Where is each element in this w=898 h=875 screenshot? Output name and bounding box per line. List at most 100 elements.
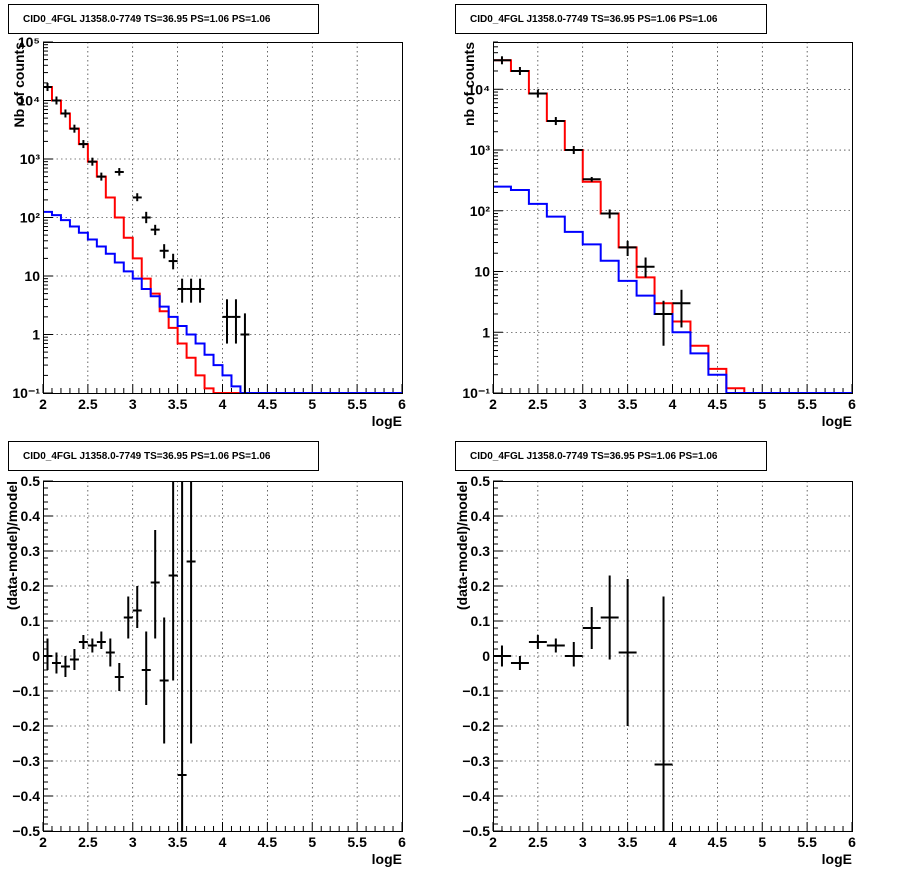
x-tick-label: 2.5 bbox=[78, 834, 98, 850]
data-point bbox=[96, 631, 106, 649]
y-tick-label: 0.2 bbox=[21, 578, 41, 594]
chart-panel-1: CID0_4FGL J1358.0-7749 TS=36.95 PS=1.06 … bbox=[8, 4, 406, 429]
x-tick-label: 5 bbox=[308, 834, 316, 850]
data-point bbox=[132, 193, 142, 202]
x-tick-label: 4 bbox=[219, 834, 227, 850]
x-tick-label: 6 bbox=[398, 396, 406, 412]
data-point bbox=[168, 253, 178, 270]
data-point bbox=[510, 656, 529, 670]
x-tick-label: 4.5 bbox=[258, 834, 278, 850]
data-point bbox=[600, 209, 619, 219]
data-point bbox=[582, 176, 601, 182]
data-point bbox=[114, 168, 124, 176]
y-tick-label: 10 bbox=[474, 264, 490, 280]
data-point bbox=[582, 607, 601, 649]
data-point bbox=[546, 117, 565, 126]
chart-panel-2: CID0_4FGL J1358.0-7749 TS=36.95 PS=1.06 … bbox=[455, 4, 856, 429]
x-tick-label: 2 bbox=[39, 834, 47, 850]
y-tick-label: 0.3 bbox=[471, 543, 491, 559]
series-group bbox=[43, 83, 402, 394]
data-point bbox=[159, 244, 169, 259]
y-axis-label: (data-model)/model bbox=[454, 481, 470, 610]
y-tick-label: 10² bbox=[20, 210, 41, 226]
data-point bbox=[510, 66, 529, 75]
x-tick-label: 2.5 bbox=[528, 396, 548, 412]
data-point bbox=[51, 96, 61, 105]
x-tick-label: 6 bbox=[848, 834, 856, 850]
chart-title: CID0_4FGL J1358.0-7749 TS=36.95 PS=1.06 … bbox=[470, 451, 718, 462]
data-point bbox=[240, 313, 250, 393]
y-tick-label: 10² bbox=[470, 203, 491, 219]
x-tick-label: 3 bbox=[129, 396, 137, 412]
data-point bbox=[60, 109, 70, 118]
x-tick-label: 5.5 bbox=[797, 834, 817, 850]
x-tick-label: 5 bbox=[758, 834, 766, 850]
data-point bbox=[672, 289, 691, 328]
y-tick-label: 0.5 bbox=[21, 473, 41, 489]
x-tick-label: 3.5 bbox=[618, 834, 638, 850]
data-point bbox=[78, 140, 88, 149]
y-tick-label: −0.2 bbox=[12, 718, 40, 734]
data-point bbox=[114, 663, 124, 691]
x-tick-label: 4 bbox=[669, 396, 677, 412]
y-tick-label: −0.1 bbox=[462, 683, 490, 699]
y-tick-label: −0.4 bbox=[12, 788, 40, 804]
x-tick-label: 6 bbox=[398, 834, 406, 850]
chart-title: CID0_4FGL J1358.0-7749 TS=36.95 PS=1.06 … bbox=[23, 451, 271, 462]
x-tick-label: 2 bbox=[489, 396, 497, 412]
data-point bbox=[564, 146, 583, 155]
x-tick-label: 2 bbox=[489, 834, 497, 850]
data-point bbox=[150, 224, 160, 236]
x-tick-label: 6 bbox=[848, 396, 856, 412]
y-tick-label: 0 bbox=[482, 648, 490, 664]
y-tick-label: −0.5 bbox=[12, 823, 40, 839]
data-point bbox=[87, 638, 97, 653]
x-tick-label: 3 bbox=[579, 834, 587, 850]
x-axis-label: logE bbox=[822, 413, 852, 429]
data-point bbox=[141, 211, 151, 224]
y-axis-label: Nb of counts bbox=[11, 42, 27, 128]
y-tick-label: 0.4 bbox=[471, 508, 491, 524]
y-tick-label: 1 bbox=[32, 327, 40, 343]
data-point bbox=[493, 56, 511, 65]
series-group bbox=[493, 56, 852, 394]
y-tick-label: 0.1 bbox=[21, 613, 41, 629]
x-tick-label: 4.5 bbox=[708, 834, 728, 850]
y-tick-label: −0.1 bbox=[12, 683, 40, 699]
y-tick-label: 0.3 bbox=[21, 543, 41, 559]
x-axis-label: logE bbox=[372, 413, 402, 429]
x-tick-label: 5.5 bbox=[347, 396, 367, 412]
y-tick-label: 10⁻¹ bbox=[12, 385, 40, 401]
x-tick-label: 2.5 bbox=[78, 396, 98, 412]
plot-frame bbox=[43, 481, 403, 832]
plot-frame bbox=[493, 42, 853, 394]
x-axis-label: logE bbox=[372, 851, 402, 867]
y-tick-label: 10³ bbox=[470, 142, 491, 158]
x-tick-label: 5.5 bbox=[797, 396, 817, 412]
data-point bbox=[564, 642, 583, 667]
data-point bbox=[546, 638, 565, 653]
x-tick-label: 3.5 bbox=[168, 396, 188, 412]
data-point bbox=[654, 300, 673, 346]
data-point bbox=[231, 299, 241, 344]
x-tick-label: 4.5 bbox=[258, 396, 278, 412]
data-point bbox=[636, 257, 655, 278]
data-point bbox=[618, 579, 637, 726]
data-point bbox=[186, 481, 196, 744]
data-point bbox=[78, 635, 88, 649]
x-tick-label: 4 bbox=[669, 834, 677, 850]
data-point bbox=[654, 596, 673, 831]
data-point bbox=[177, 278, 187, 303]
data-point bbox=[132, 586, 142, 628]
data-point bbox=[528, 89, 547, 98]
data-point bbox=[87, 157, 97, 166]
data-point bbox=[186, 278, 196, 303]
x-axis-label: logE bbox=[822, 851, 852, 867]
x-tick-label: 2.5 bbox=[528, 834, 548, 850]
x-tick-label: 3 bbox=[129, 834, 137, 850]
data-point bbox=[69, 649, 79, 670]
title-box bbox=[8, 4, 319, 34]
data-point bbox=[528, 635, 547, 649]
x-tick-label: 4 bbox=[219, 396, 227, 412]
data-point bbox=[105, 638, 115, 667]
